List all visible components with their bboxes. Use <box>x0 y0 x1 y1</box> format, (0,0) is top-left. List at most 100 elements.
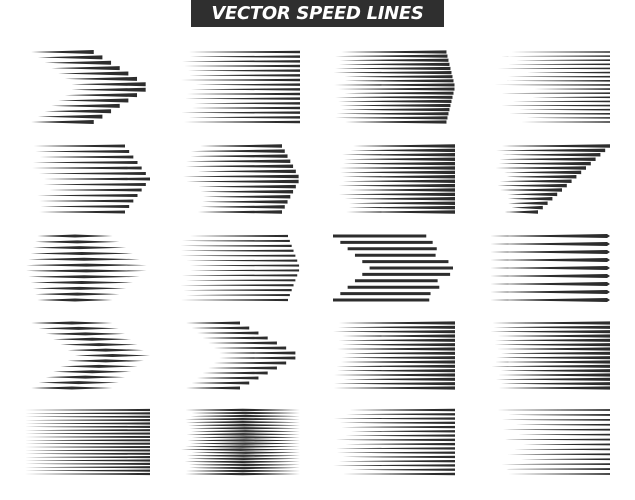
speed-line <box>496 356 610 360</box>
speed-line <box>31 50 94 54</box>
speed-line <box>507 192 558 197</box>
speed-line <box>498 386 610 390</box>
speed-line <box>188 116 300 119</box>
speed-line <box>532 96 610 99</box>
speed-line <box>213 361 287 365</box>
speed-line <box>187 439 300 442</box>
speed-line <box>497 67 610 70</box>
speed-line <box>342 153 455 157</box>
speed-line <box>501 418 610 421</box>
speed-line <box>506 75 610 78</box>
speed-line <box>39 210 125 214</box>
speed-line <box>189 74 300 77</box>
speed-line <box>342 472 455 476</box>
speed-line <box>351 430 455 433</box>
speed-line <box>516 59 610 62</box>
speed-line <box>32 161 138 164</box>
speed-line <box>341 356 455 360</box>
speed-line <box>190 149 285 153</box>
speed-line <box>339 421 455 424</box>
speed-lines-tile-15 <box>333 321 455 390</box>
speed-line <box>345 434 455 437</box>
speed-line <box>185 472 300 476</box>
speed-line <box>180 244 292 247</box>
speed-line <box>490 290 610 294</box>
speed-lines-tile-10 <box>180 234 300 302</box>
speed-line <box>507 414 610 416</box>
speed-line <box>44 109 112 114</box>
speed-line <box>187 92 300 96</box>
speed-line <box>191 381 250 385</box>
speed-line <box>496 148 606 153</box>
speed-line <box>495 166 586 170</box>
speed-line <box>25 456 150 459</box>
speed-line <box>60 343 138 347</box>
speed-line <box>60 364 138 368</box>
speed-line <box>32 166 142 170</box>
speed-line <box>37 114 103 119</box>
speed-line <box>71 82 146 87</box>
speed-line <box>25 429 150 432</box>
speed-line <box>511 51 610 53</box>
speed-line <box>340 240 433 244</box>
speed-line <box>344 157 455 161</box>
speed-line <box>181 111 300 114</box>
speed-line <box>521 121 610 123</box>
speed-line <box>362 260 449 264</box>
speed-line <box>202 200 288 204</box>
speed-line <box>502 153 601 157</box>
speed-line <box>505 438 610 441</box>
speed-line <box>37 234 113 238</box>
speed-line <box>333 464 455 467</box>
speed-line <box>334 382 455 386</box>
speed-line <box>197 169 296 174</box>
speed-line <box>31 321 113 325</box>
speed-line <box>333 330 455 334</box>
speed-line <box>184 460 300 464</box>
speed-line <box>189 442 300 445</box>
speed-line <box>186 321 240 325</box>
speed-line <box>490 298 610 302</box>
speed-line <box>497 373 610 377</box>
speed-line <box>39 155 134 159</box>
speed-line <box>338 338 455 342</box>
speed-line <box>344 197 455 201</box>
speed-line <box>333 386 455 390</box>
speed-line <box>28 275 140 279</box>
speed-line <box>343 161 455 166</box>
speed-line <box>189 463 300 467</box>
speed-line <box>340 360 455 364</box>
speed-line <box>181 78 300 82</box>
speed-line <box>26 269 147 273</box>
speed-line <box>25 422 150 425</box>
speed-line <box>342 179 455 183</box>
speed-line <box>369 266 453 270</box>
speed-line <box>191 106 300 110</box>
speed-line <box>338 325 455 329</box>
speed-line <box>345 442 455 446</box>
speed-line <box>500 382 610 386</box>
speed-line <box>67 348 144 352</box>
speed-line <box>202 336 268 340</box>
speed-line <box>342 175 455 179</box>
speed-line <box>507 453 610 456</box>
speed-line <box>186 469 300 473</box>
speed-line <box>185 164 294 169</box>
speed-lines-tile-4 <box>493 51 610 123</box>
speed-line <box>200 144 282 148</box>
speed-line <box>499 179 572 183</box>
speed-line <box>187 69 300 72</box>
speed-line <box>493 325 610 329</box>
speed-line <box>499 157 596 161</box>
speed-line <box>25 469 150 472</box>
speed-line <box>338 99 452 104</box>
speed-line <box>182 239 290 243</box>
title-text: VECTOR SPEED LINES <box>211 3 424 24</box>
speed-line <box>347 247 437 251</box>
speed-line <box>203 195 291 199</box>
speed-line <box>186 179 299 184</box>
speed-line <box>342 334 455 338</box>
speed-line <box>25 439 150 442</box>
speed-line <box>526 117 610 119</box>
speed-line <box>189 234 288 238</box>
